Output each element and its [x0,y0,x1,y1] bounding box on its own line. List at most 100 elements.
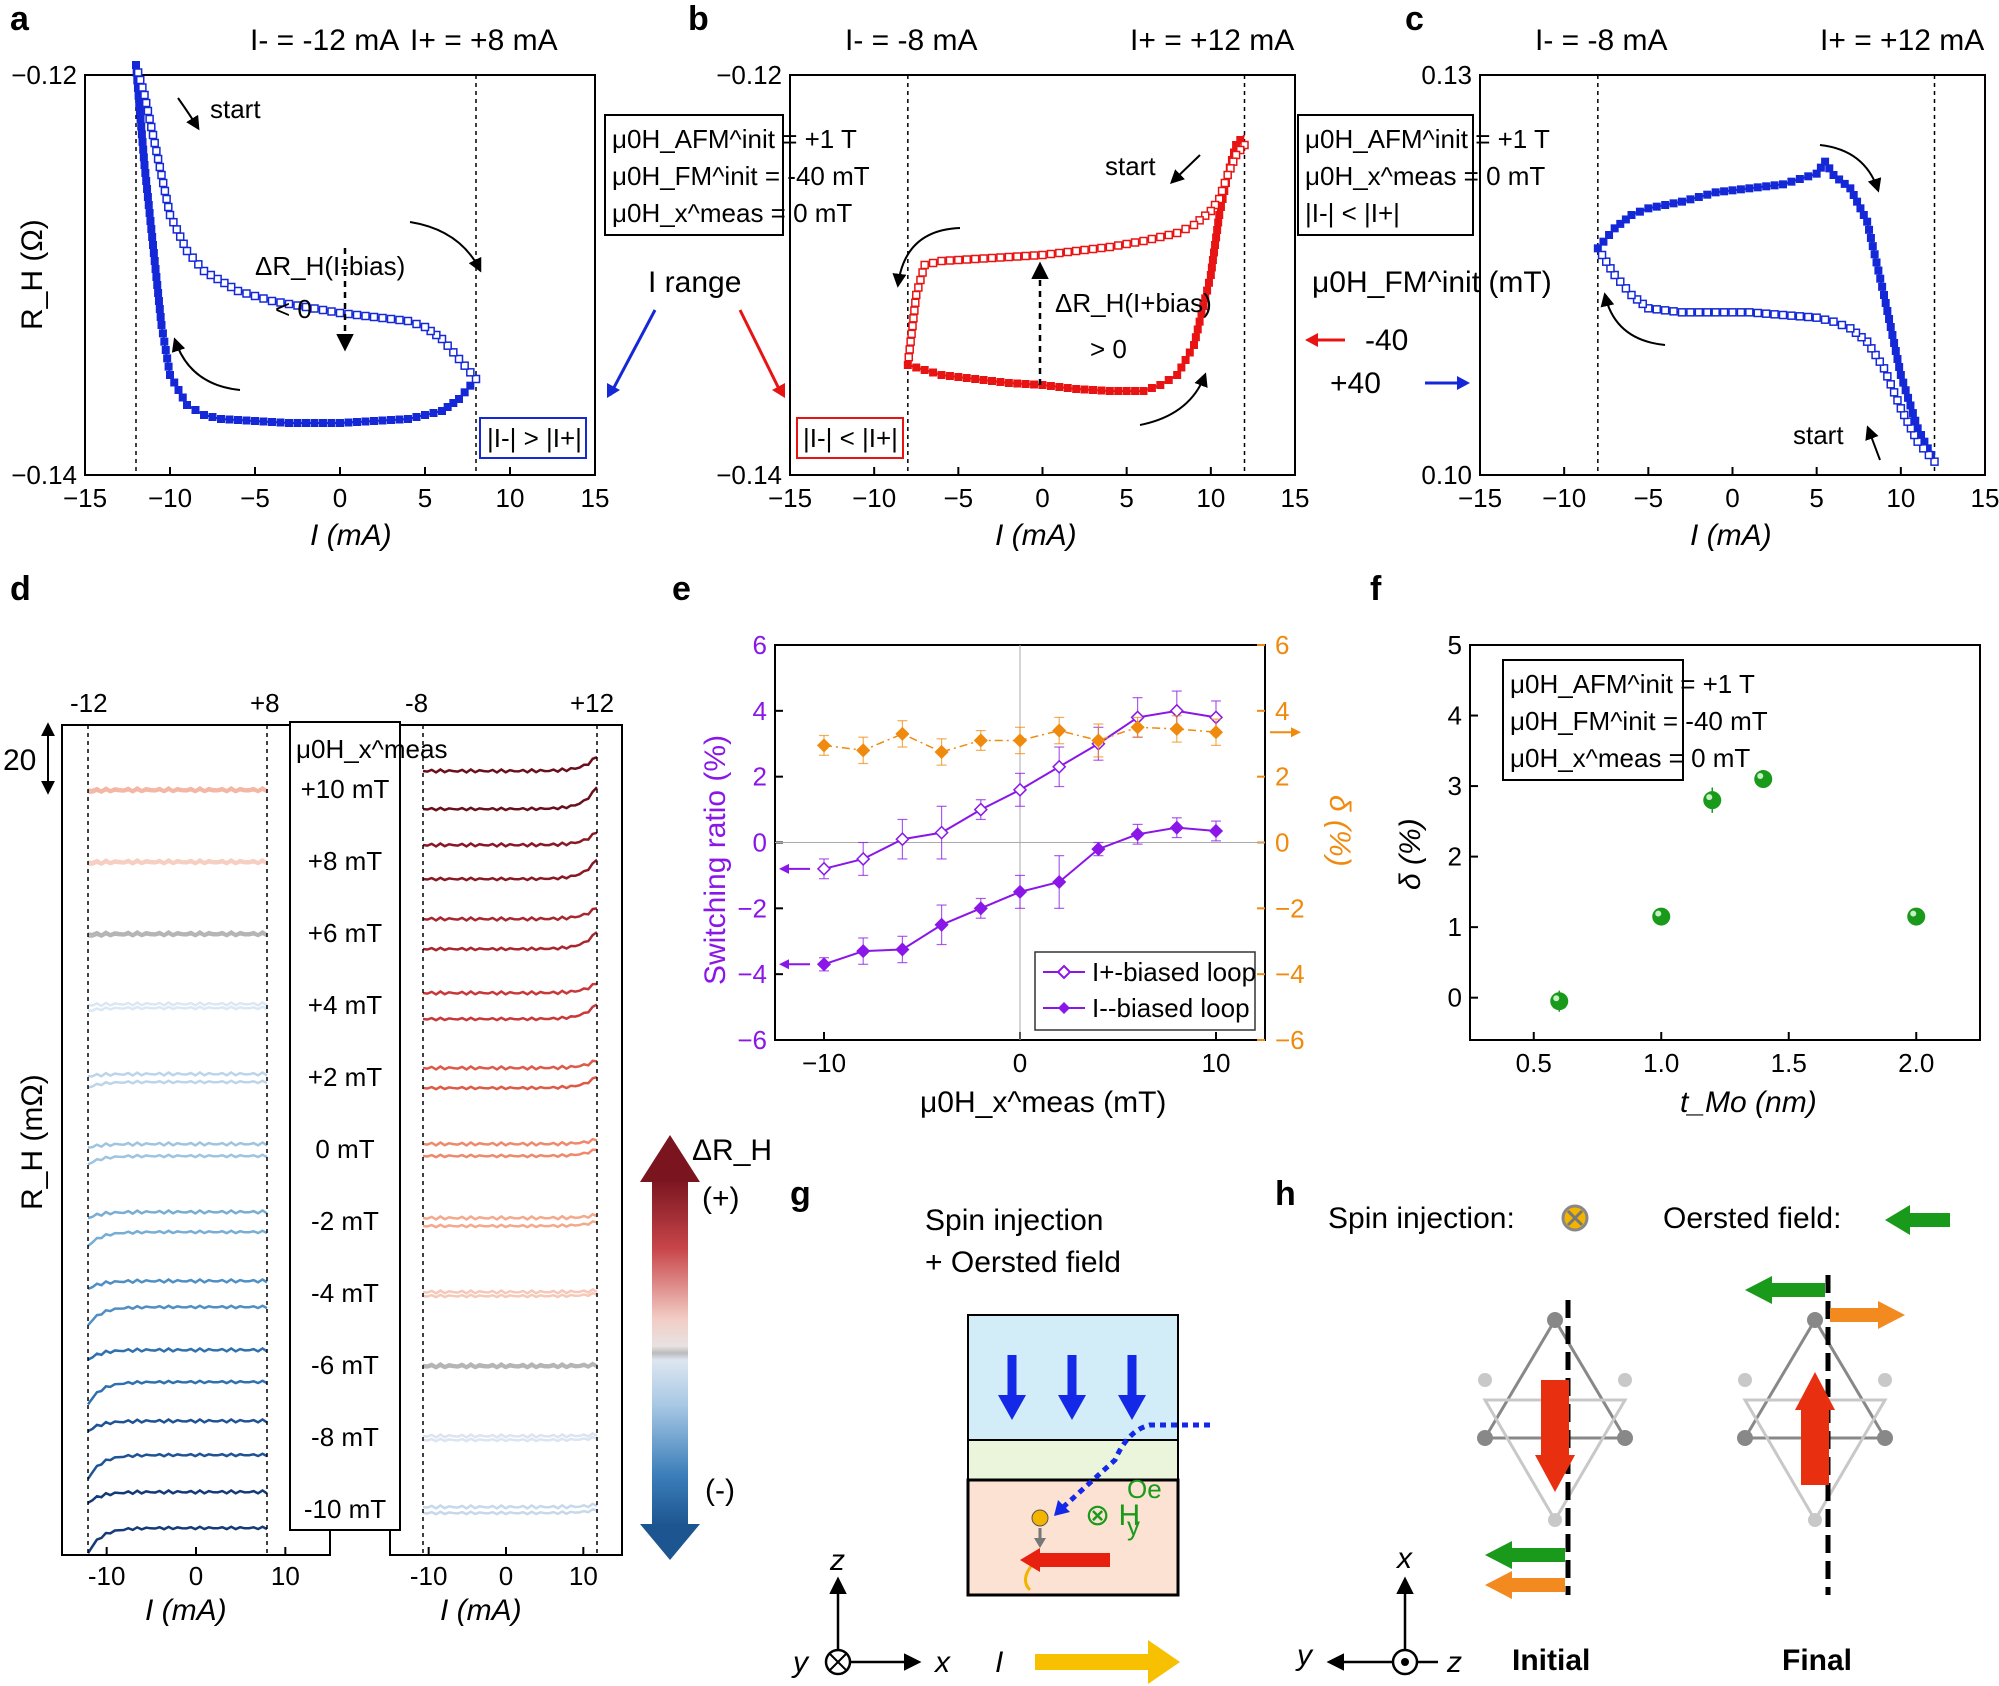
g-moment-arrow-head [1020,1548,1040,1572]
data-point-open [1896,404,1906,413]
data-point-filled [336,419,344,427]
x-tick-label: −10 [1542,483,1586,513]
data-point-filled [140,161,149,169]
x-label-f: t_Mo (nm) [1680,1086,1817,1119]
g-axis-x-label: x [933,1646,951,1679]
data-point-open [284,299,294,309]
data-point-filled [146,217,155,225]
data-point-open [1632,295,1642,304]
data-point-open [301,302,311,312]
h-final-atom-4 [1738,1373,1752,1387]
data-point-open [1924,450,1934,460]
x-tick-label: 0 [1725,483,1739,513]
data-point-open [165,210,175,220]
y-tick-label: −0.14 [11,460,77,490]
data-point [973,733,988,748]
data-point-filled [1825,164,1834,173]
data-point-open [1660,306,1670,315]
y-tick-label-right: −4 [1275,959,1305,989]
data-point-filled [979,376,988,384]
loop-left [87,786,268,793]
data-point-filled [141,169,150,177]
loop-left [87,1229,268,1247]
data-point-open [916,275,925,285]
h-final-label: Final [1782,1644,1852,1677]
data-point-filled [1190,341,1198,349]
data-point [1652,907,1671,926]
data-point-open [160,186,170,196]
data-point-open [912,290,921,300]
data-point-filled [251,417,259,425]
g-spin-arrow-2-head [1058,1395,1086,1420]
data-point-open [1220,178,1230,188]
data-point-open [133,68,143,77]
data-point-filled [1177,363,1186,372]
x-tick-label: 10 [271,1561,300,1591]
loop-right [422,1075,598,1091]
data-point-open [1644,304,1653,313]
y-label-e-left: Switching ratio (%) [699,735,732,985]
data-point-filled [293,419,302,427]
h-final-atom-6 [1808,1513,1822,1527]
data-point-filled [1859,211,1868,219]
data-point-open [155,162,165,172]
data-point [1091,842,1106,857]
data-point-filled [1840,179,1849,188]
data-point-open [157,170,166,180]
data-point-filled [259,417,268,426]
data-point-filled [1004,379,1013,387]
field-value: +4 mT [308,990,383,1020]
data-point-open [1812,313,1821,322]
panel-f: f 0.5 1.0 1.5 2.0 5 4 3 2 1 0 μ0H_AFM^init = +1 T… [1370,570,1981,1119]
data-point-filled [449,399,458,407]
data-point-open [352,310,362,320]
data-point-filled [1787,177,1796,186]
data-point-filled [1055,383,1064,391]
loop-left [86,1452,268,1480]
data-point-open [1862,337,1872,346]
data-point-filled [1686,195,1695,204]
arrow-curve-a2 [171,337,241,391]
data-point-filled [1863,217,1872,226]
data-point-filled [1753,183,1762,192]
data-point-open [143,106,153,116]
series-f [1550,770,1926,1012]
data-point-filled [1881,299,1890,307]
y-label-e-right: δ (%) [1323,795,1356,867]
h-final-atom-5 [1878,1373,1892,1387]
g-title-2: + Oersted field [925,1246,1121,1279]
data-point [856,851,871,867]
data-point [934,825,949,840]
data-point-open [1004,252,1014,262]
series-d-left [86,786,268,1554]
data-point-filled [1745,184,1754,193]
data-point-open [918,268,927,277]
y-tick-label: −4 [737,959,767,989]
g-field-sup: Oe [1127,1474,1162,1504]
data-point-filled [1911,416,1920,425]
x-tick-label: 0.5 [1516,1048,1552,1078]
data-point-filled [937,371,946,379]
data-point-filled [1616,219,1625,228]
data-point-filled [1181,356,1190,364]
data-point-filled [1917,431,1926,439]
data-point-open [1621,284,1631,293]
legend-e-marker-2 [1058,1002,1070,1014]
data-point-filled [1865,225,1874,234]
x-tick-label: −5 [240,483,270,513]
data-point-filled [1038,381,1047,389]
g-current-arrow-head [1148,1640,1180,1684]
g-layer-middle [967,1439,1179,1481]
data-point-filled [1779,180,1787,189]
data-point-open [1195,216,1204,225]
x-tick-label: -10 [410,1561,448,1591]
data-point-open [1761,309,1771,318]
loop-right [422,1361,598,1368]
data-point-filled [912,363,921,372]
data-point-filled [1206,271,1215,279]
data-point-filled [370,417,378,425]
legend-e-label-2: I--biased loop [1092,993,1250,1023]
data-point-filled [1876,274,1885,283]
data-point [895,726,910,741]
data-point-filled [143,185,152,193]
